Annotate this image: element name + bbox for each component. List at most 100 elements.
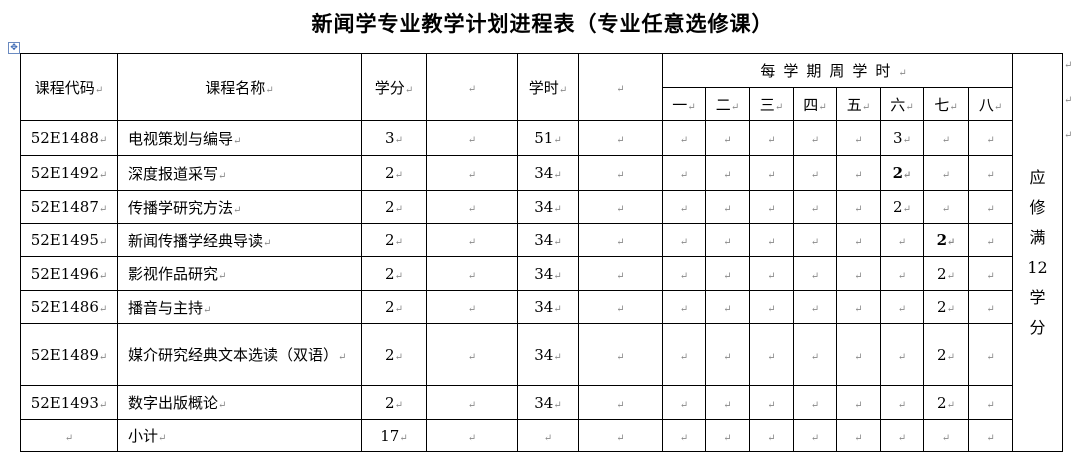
empty-cell xyxy=(836,385,881,420)
empty-cell xyxy=(705,290,750,324)
course-name: 深度报道采写 xyxy=(117,155,362,191)
empty-cell xyxy=(967,385,1014,420)
empty-cell xyxy=(967,323,1014,386)
course-code: 52E1495 xyxy=(20,223,118,257)
empty-cell xyxy=(836,256,881,291)
empty-cell xyxy=(923,419,969,452)
empty-cell xyxy=(880,385,924,420)
empty-cell xyxy=(967,419,1014,452)
empty-cell xyxy=(426,120,518,156)
subtotal-credit: 17 xyxy=(361,419,427,452)
header-semester: 六 xyxy=(880,87,924,121)
empty-cell xyxy=(923,120,969,156)
empty-cell xyxy=(836,190,881,224)
course-code: 52E1496 xyxy=(20,256,118,291)
empty-cell xyxy=(705,223,750,257)
header-semester: 七 xyxy=(923,87,969,121)
course-credit: 2 xyxy=(361,385,427,420)
empty-cell xyxy=(662,323,706,386)
empty-cell xyxy=(20,419,118,452)
weekly-hours: 2 xyxy=(923,323,969,386)
empty-cell xyxy=(662,419,706,452)
course-hours: 34 xyxy=(517,223,579,257)
table-move-handle-icon[interactable]: ✥ xyxy=(8,42,20,54)
empty-cell xyxy=(749,120,794,156)
table-row: 52E1486播音与主持2342 xyxy=(20,290,1063,324)
empty-cell xyxy=(967,190,1014,224)
weekly-hours: 2 xyxy=(923,385,969,420)
course-hours: 34 xyxy=(517,323,579,386)
table-row: 52E1488电视策划与编导3513 xyxy=(20,120,1063,156)
weekly-hours: 2 xyxy=(923,256,969,291)
empty-cell xyxy=(923,155,969,191)
empty-cell xyxy=(793,155,837,191)
empty-cell xyxy=(793,323,837,386)
empty-cell xyxy=(793,385,837,420)
empty-cell xyxy=(426,190,518,224)
course-code: 52E1493 xyxy=(20,385,118,420)
empty-cell xyxy=(705,190,750,224)
course-name: 电视策划与编导 xyxy=(117,120,362,156)
empty-cell xyxy=(793,223,837,257)
empty-cell xyxy=(662,190,706,224)
empty-cell xyxy=(967,223,1014,257)
course-hours: 34 xyxy=(517,290,579,324)
course-code: 52E1487 xyxy=(20,190,118,224)
table-row: 52E1496影视作品研究2342 xyxy=(20,256,1063,291)
empty-cell xyxy=(749,256,794,291)
empty-cell xyxy=(662,155,706,191)
header-code: 课程代码 xyxy=(20,53,118,121)
empty-cell xyxy=(426,290,518,324)
course-name: 新闻传播学经典导读 xyxy=(117,223,362,257)
course-hours: 34 xyxy=(517,256,579,291)
empty-cell xyxy=(705,323,750,386)
empty-cell xyxy=(793,256,837,291)
empty-cell xyxy=(705,385,750,420)
weekly-hours: 2 xyxy=(880,155,924,191)
empty-cell xyxy=(880,290,924,324)
empty-cell xyxy=(749,190,794,224)
empty-cell xyxy=(880,223,924,257)
empty-cell xyxy=(836,419,881,452)
course-credit: 2 xyxy=(361,323,427,386)
empty-cell xyxy=(662,223,706,257)
empty-cell xyxy=(426,155,518,191)
course-name: 数字出版概论 xyxy=(117,385,362,420)
empty-cell xyxy=(836,120,881,156)
empty-cell xyxy=(578,419,663,452)
subtotal-row: 小计17 xyxy=(20,419,1063,452)
empty-cell xyxy=(517,419,579,452)
empty-cell xyxy=(793,290,837,324)
empty-cell xyxy=(967,155,1014,191)
header-semester: 三 xyxy=(749,87,794,121)
course-credit: 2 xyxy=(361,223,427,257)
empty-cell xyxy=(426,419,518,452)
empty-cell xyxy=(578,256,663,291)
empty-cell xyxy=(967,290,1014,324)
course-name: 传播学研究方法 xyxy=(117,190,362,224)
course-credit: 2 xyxy=(361,256,427,291)
empty-cell xyxy=(967,256,1014,291)
header-semester: 八 xyxy=(967,87,1014,121)
empty-cell xyxy=(749,419,794,452)
empty-cell xyxy=(880,419,924,452)
empty-cell xyxy=(578,155,663,191)
empty-cell xyxy=(578,120,663,156)
course-code: 52E1488 xyxy=(20,120,118,156)
empty-cell xyxy=(967,120,1014,156)
course-hours: 34 xyxy=(517,190,579,224)
course-name: 影视作品研究 xyxy=(117,256,362,291)
header-semester: 四 xyxy=(793,87,837,121)
course-credit: 2 xyxy=(361,290,427,324)
course-hours: 51 xyxy=(517,120,579,156)
empty-cell xyxy=(749,323,794,386)
header-semester: 二 xyxy=(705,87,750,121)
empty-cell xyxy=(705,256,750,291)
empty-cell xyxy=(880,256,924,291)
course-hours: 34 xyxy=(517,155,579,191)
empty-cell xyxy=(836,290,881,324)
header-semester: 一 xyxy=(662,87,706,121)
empty-cell xyxy=(793,190,837,224)
empty-cell xyxy=(793,419,837,452)
empty-cell xyxy=(705,120,750,156)
